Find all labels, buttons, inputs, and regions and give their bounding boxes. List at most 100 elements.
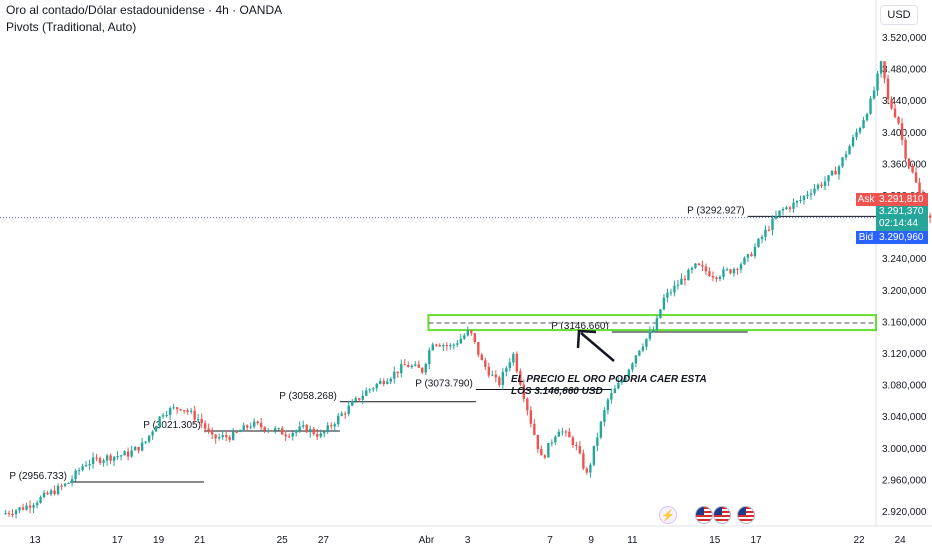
candle-body	[21, 507, 25, 510]
candle-body	[533, 423, 536, 435]
annotation-text: EL PRECIO EL ORO PODRIA CAER ESTA	[511, 374, 707, 385]
us-flag-icon[interactable]	[713, 506, 731, 524]
us-flag-icon[interactable]	[737, 506, 755, 524]
candle-body	[147, 435, 151, 442]
candle-body	[337, 415, 340, 425]
candle-body	[28, 505, 32, 508]
us-flag-icon[interactable]	[695, 506, 713, 524]
y-tick-label: 3.480,000	[882, 65, 927, 76]
candle-body	[834, 170, 837, 175]
candle-body	[900, 123, 904, 140]
candle-body	[74, 470, 77, 480]
y-tick-label: 3.120,000	[882, 349, 927, 360]
candle-body	[638, 350, 641, 356]
candle-body	[575, 444, 578, 447]
candle-body	[39, 497, 42, 503]
candle-body	[799, 200, 802, 202]
candle-body	[32, 505, 35, 508]
candle-body	[662, 297, 666, 310]
candle-body	[165, 414, 168, 416]
candle-body	[466, 330, 470, 336]
pivot-label: P (3073.790)	[415, 379, 473, 390]
candle-body	[697, 263, 701, 266]
candle-body	[729, 269, 732, 274]
candle-body	[708, 271, 711, 277]
candle-body	[491, 374, 494, 376]
candle-body	[144, 441, 147, 443]
candle-body	[515, 353, 519, 372]
candle-body	[687, 269, 690, 281]
candle-body	[298, 426, 301, 431]
candle-body	[270, 430, 273, 432]
candle-body	[77, 470, 81, 472]
candle-body	[848, 146, 851, 155]
candle-body	[35, 502, 39, 506]
symbol-title[interactable]: Oro al contado/Dólar estadounidense · 4h…	[6, 3, 283, 17]
candle-body	[540, 449, 543, 456]
candle-body	[774, 215, 778, 219]
candle-body	[109, 455, 112, 461]
candle-body	[102, 460, 105, 463]
candle-body	[911, 166, 914, 173]
y-tick-label: 3.200,000	[882, 286, 927, 297]
candle-body	[245, 425, 249, 428]
candle-body	[186, 410, 189, 412]
candle-body	[361, 395, 364, 400]
candle-body	[487, 366, 491, 376]
pivot-label: P (3146.660)	[551, 321, 609, 332]
candle-body	[179, 409, 182, 411]
candle-body	[263, 427, 266, 431]
x-tick-label: 15	[709, 535, 721, 546]
candle-body	[316, 434, 319, 437]
indicator-label[interactable]: Pivots (Traditional, Auto)	[6, 20, 137, 34]
candle-body	[372, 388, 375, 390]
candle-body	[795, 200, 799, 203]
candle-body	[393, 371, 396, 379]
time-axis[interactable]: 131719212527Abr379111517222428Mayo579	[29, 535, 932, 546]
candle-body	[112, 456, 116, 461]
candle-body	[193, 410, 196, 420]
candle-body	[627, 369, 631, 378]
candle-body	[543, 455, 547, 458]
ask-label: Ask	[856, 193, 876, 206]
candle-body	[344, 413, 347, 415]
candle-body	[158, 416, 161, 427]
candle-body	[585, 468, 589, 473]
candle-body	[641, 346, 645, 351]
x-tick-label: 21	[194, 535, 206, 546]
candle-body	[319, 433, 322, 437]
candle-body	[750, 254, 753, 257]
candle-body	[470, 330, 473, 334]
candle-body	[760, 236, 764, 239]
candle-body	[841, 157, 844, 167]
bid-price-tag: 3.290,960	[876, 231, 928, 244]
candle-body	[494, 374, 498, 378]
price-axis[interactable]: 2.920,000 2.960,000 3.000,000 3.040,000 3.08…	[882, 33, 927, 518]
candle-body	[105, 455, 109, 461]
candle-body	[214, 434, 217, 439]
candle-body	[4, 513, 7, 515]
candle-body	[53, 490, 56, 495]
candle-body	[196, 418, 200, 420]
y-tick-label: 3.000,000	[882, 444, 927, 455]
candle-body	[235, 431, 238, 433]
y-tick-label: 3.360,000	[882, 159, 927, 170]
candle-body	[862, 120, 865, 128]
currency-button[interactable]: USD	[880, 5, 918, 25]
candle-body	[449, 345, 452, 347]
candle-body	[295, 430, 298, 433]
candle-body	[547, 443, 550, 458]
candle-body	[872, 90, 876, 99]
support-zone[interactable]	[427, 314, 877, 332]
candle-body	[330, 425, 333, 427]
candle-body	[676, 284, 680, 286]
flash-icon[interactable]: ⚡	[659, 506, 677, 524]
candle-body	[403, 364, 406, 366]
candle-body	[70, 479, 74, 484]
candle-body	[14, 510, 18, 515]
candle-body	[459, 338, 463, 344]
candle-body	[823, 181, 827, 187]
candle-body	[603, 410, 606, 422]
